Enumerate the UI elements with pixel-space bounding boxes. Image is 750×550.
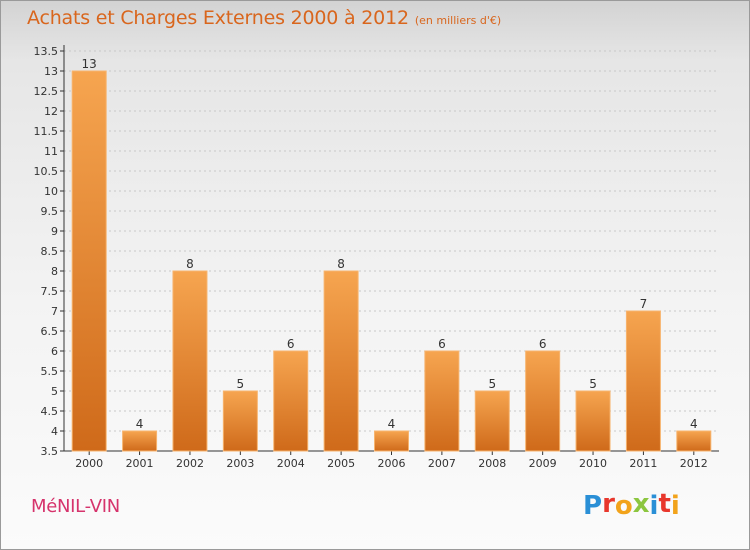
- grid-lines: [64, 50, 719, 452]
- bar-value-label: 7: [640, 297, 648, 311]
- logo-letter: i: [649, 491, 659, 521]
- x-tick-label: 2003: [226, 457, 254, 470]
- x-tick-label: 2002: [176, 457, 204, 470]
- x-tick-label: 2010: [579, 457, 607, 470]
- x-tick-label: 2005: [327, 457, 355, 470]
- y-tick-label: 9: [51, 225, 58, 238]
- bar: [474, 390, 510, 452]
- y-tick-label: 9.5: [41, 205, 59, 218]
- commune-name: MéNIL-VIN: [31, 496, 120, 517]
- x-tick-label: 2007: [428, 457, 456, 470]
- x-tick-label: 2006: [378, 457, 406, 470]
- logo-letter: r: [602, 489, 615, 519]
- bar-value-label: 6: [438, 337, 446, 351]
- logo-letter: i: [670, 491, 680, 521]
- y-tick-label: 11.5: [34, 125, 59, 138]
- x-tick-label: 2000: [75, 457, 103, 470]
- x-tick-label: 2009: [529, 457, 557, 470]
- bar: [575, 390, 611, 452]
- y-tick-label: 13: [44, 65, 58, 78]
- bar-value-label: 8: [337, 257, 345, 271]
- bar: [273, 350, 309, 452]
- y-tick-label: 6: [51, 345, 58, 358]
- axes: [60, 45, 719, 455]
- y-tick-label: 7: [51, 305, 58, 318]
- bar-value-label: 6: [287, 337, 295, 351]
- chart-subtitle: (en milliers d'€): [414, 14, 502, 27]
- y-tick-label: 10: [44, 185, 58, 198]
- y-tick-label: 3.5: [41, 445, 59, 458]
- bar-value-label: 13: [82, 57, 97, 71]
- y-tick-label: 4: [51, 425, 58, 438]
- bar-value-label: 6: [539, 337, 547, 351]
- y-tick-label: 10.5: [34, 165, 59, 178]
- x-tick-label: 2008: [478, 457, 506, 470]
- y-tick-label: 5.5: [41, 365, 59, 378]
- y-tick-label: 8: [51, 265, 58, 278]
- chart-title-text: Achats et Charges Externes 2000 à 2012: [27, 7, 409, 29]
- bar-value-label: 5: [237, 377, 245, 391]
- bar-value-label: 4: [690, 417, 698, 431]
- y-tick-label: 11: [44, 145, 58, 158]
- x-tick-label: 2004: [277, 457, 305, 470]
- bar: [676, 430, 712, 452]
- bar-value-label: 5: [488, 377, 496, 391]
- logo-letter: P: [583, 491, 603, 521]
- y-tick-label: 12: [44, 105, 58, 118]
- y-tick-label: 7.5: [41, 285, 59, 298]
- x-tick-label: 2012: [680, 457, 708, 470]
- bar: [323, 270, 359, 452]
- labels: 3.5 4 4.5 5 5.5 6 6.5 7 7.5 8 8.5 9 9.5 10 10.5 11 11.5 1…: [34, 45, 708, 470]
- proxiti-logo[interactable]: Proxiti: [583, 489, 680, 521]
- logo-letter: t: [658, 489, 671, 519]
- bar-value-label: 4: [388, 417, 396, 431]
- y-tick-label: 12.5: [34, 85, 59, 98]
- y-tick-label: 6.5: [41, 325, 59, 338]
- chart-title: Achats et Charges Externes 2000 à 2012 (e…: [27, 7, 501, 29]
- logo-letter: x: [632, 489, 650, 519]
- bar: [71, 70, 107, 452]
- bar: [122, 430, 158, 452]
- bar: [374, 430, 409, 452]
- bar-value-label: 8: [186, 257, 194, 271]
- y-tick-label: 8.5: [41, 245, 59, 258]
- y-tick-label: 4.5: [41, 405, 59, 418]
- bar-value-label: 4: [136, 417, 144, 431]
- bar: [172, 270, 208, 452]
- y-tick-label: 5: [51, 385, 58, 398]
- bar: [222, 390, 258, 452]
- bar: [525, 350, 561, 452]
- x-tick-label: 2001: [126, 457, 154, 470]
- bar: [424, 350, 460, 452]
- logo-letter: o: [614, 491, 633, 521]
- x-tick-label: 2011: [629, 457, 657, 470]
- bars: [71, 70, 712, 452]
- bar-value-label: 5: [589, 377, 597, 391]
- bar: [625, 310, 661, 452]
- y-tick-label: 13.5: [34, 45, 59, 58]
